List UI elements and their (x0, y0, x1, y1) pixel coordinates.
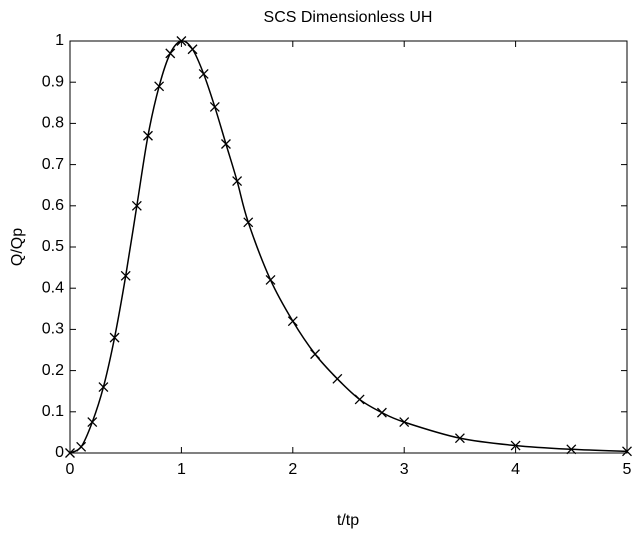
x-tick-label: 1 (177, 461, 186, 478)
marker (354, 394, 365, 405)
marker (622, 446, 632, 457)
marker (232, 176, 243, 187)
y-tick-label: 0.7 (42, 156, 64, 173)
marker (87, 417, 98, 428)
y-tick-label: 0.3 (42, 321, 64, 338)
series-line (69, 40, 628, 454)
marker (454, 433, 465, 444)
y-tick-label: 0.6 (42, 197, 64, 214)
y-tick-label: 0.1 (42, 403, 64, 420)
marker (399, 417, 410, 428)
y-tick-label: 0 (55, 444, 64, 461)
x-tick-label: 3 (400, 461, 409, 478)
y-tick-label: 1 (55, 32, 64, 49)
marker (154, 81, 165, 92)
y-axis-label: Q/Qp (9, 228, 26, 266)
marker (98, 382, 109, 393)
x-tick-label: 0 (66, 461, 75, 478)
marker (221, 139, 231, 149)
marker (176, 36, 187, 46)
plot-frame (69, 40, 628, 454)
marker (198, 69, 209, 79)
marker (287, 316, 298, 327)
marker (265, 275, 276, 285)
x-tick-label: 4 (511, 461, 520, 478)
chart-title: SCS Dimensionless UH (264, 9, 433, 26)
y-tick-label: 0.9 (42, 73, 64, 90)
marker (131, 200, 142, 211)
marker (566, 444, 577, 455)
marker (187, 44, 198, 55)
x-axis-label: t/tp (337, 512, 359, 529)
marker (143, 130, 153, 141)
y-tick-label: 0.4 (42, 279, 64, 296)
x-tick-label: 2 (288, 461, 297, 478)
y-tick-label: 0.8 (42, 115, 64, 132)
marker (65, 448, 75, 458)
marker (209, 101, 220, 112)
marker (76, 441, 87, 452)
marker (109, 332, 120, 343)
y-tick-label: 0.5 (42, 238, 64, 255)
y-tick-label: 0.2 (42, 362, 64, 379)
marker (165, 48, 176, 59)
marker (332, 373, 343, 384)
x-tick-label: 5 (623, 461, 632, 478)
marker (310, 349, 321, 360)
marker (243, 217, 254, 228)
marker (510, 440, 521, 451)
marker (120, 270, 131, 281)
marker (376, 407, 387, 418)
